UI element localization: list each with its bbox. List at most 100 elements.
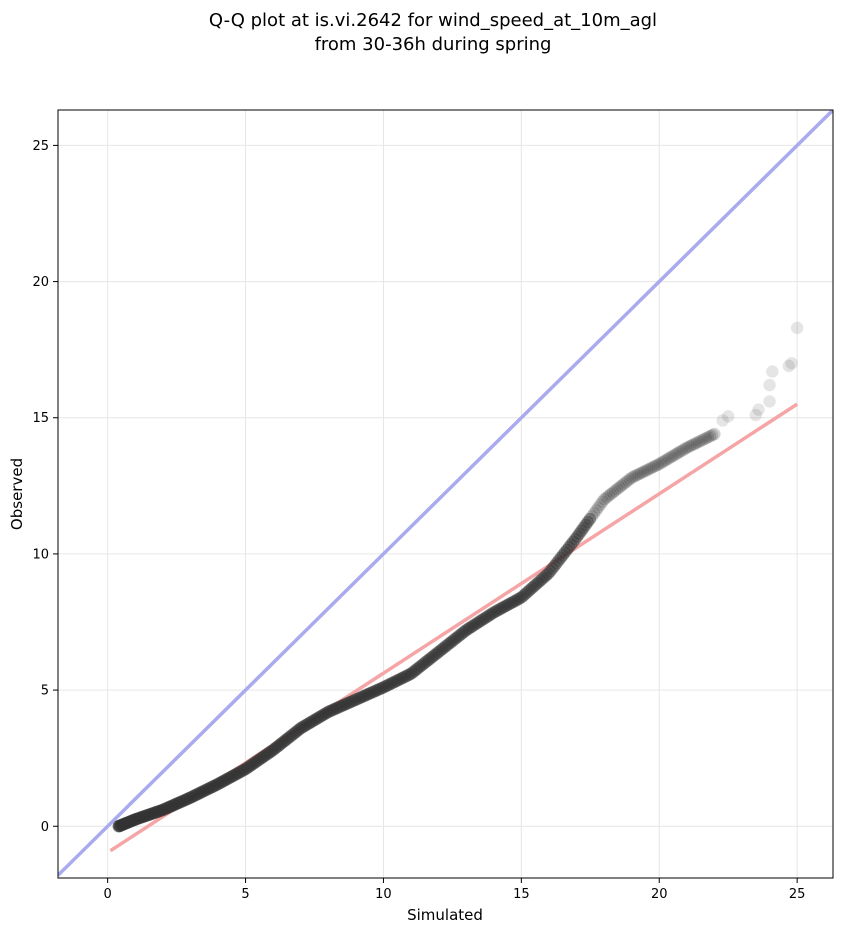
data-point	[509, 594, 522, 607]
data-point	[608, 484, 622, 497]
data-point	[367, 685, 380, 698]
data-point	[128, 813, 142, 826]
data-point	[360, 688, 373, 702]
data-point	[196, 785, 210, 798]
data-point	[459, 624, 472, 637]
data-point	[636, 465, 650, 479]
data-point	[544, 564, 557, 578]
data-point	[347, 694, 360, 707]
data-point	[615, 479, 628, 492]
data-point	[251, 754, 265, 767]
data-point	[207, 779, 220, 793]
data-point	[579, 518, 592, 532]
data-point	[195, 785, 208, 799]
x-axis-label: Simulated	[407, 906, 483, 924]
data-point	[602, 489, 615, 502]
data-point	[164, 800, 177, 813]
data-point	[422, 653, 435, 667]
data-point	[690, 436, 704, 449]
data-point	[226, 770, 239, 783]
data-point	[189, 788, 202, 802]
data-point	[365, 686, 379, 699]
data-point	[573, 527, 586, 540]
data-point	[340, 697, 353, 711]
data-point	[157, 803, 170, 816]
data-point	[137, 810, 151, 823]
chart-subtitle: from 30-36h during spring	[315, 34, 552, 55]
data-point	[171, 797, 184, 810]
data-point	[554, 551, 567, 565]
data-point	[443, 636, 457, 650]
data-point	[581, 515, 594, 529]
tail-point	[763, 395, 776, 408]
data-point	[369, 684, 382, 698]
data-point	[265, 745, 278, 758]
data-point	[600, 491, 613, 504]
data-point	[503, 597, 516, 611]
data-point	[253, 753, 266, 766]
data-point	[475, 614, 488, 627]
data-point	[331, 701, 344, 715]
data-point	[675, 444, 688, 457]
data-point	[144, 807, 158, 821]
data-point	[430, 647, 443, 660]
data-point	[375, 682, 388, 695]
data-point	[208, 779, 222, 792]
data-point	[604, 487, 618, 501]
data-point	[188, 789, 201, 802]
data-point	[363, 687, 377, 700]
data-point	[325, 704, 339, 717]
data-point	[329, 702, 342, 715]
y-tick-label: 25	[32, 139, 49, 154]
data-point	[552, 554, 565, 567]
data-point	[243, 759, 257, 773]
data-point	[123, 815, 136, 828]
data-point	[538, 570, 551, 584]
data-point	[354, 691, 368, 704]
data-point	[165, 799, 178, 813]
data-point	[511, 593, 524, 606]
data-point	[562, 541, 576, 554]
data-point	[172, 796, 185, 810]
data-point	[495, 602, 508, 615]
data-point	[697, 433, 710, 446]
data-point	[638, 464, 652, 478]
data-point	[169, 797, 183, 811]
data-point	[505, 596, 518, 609]
data-point	[193, 786, 207, 800]
data-point	[135, 811, 148, 824]
tail-point	[763, 378, 776, 392]
data-point	[270, 741, 283, 754]
data-point	[527, 580, 541, 593]
data-point	[268, 742, 281, 756]
data-point	[119, 817, 133, 830]
data-point	[613, 481, 626, 494]
data-point	[577, 521, 590, 535]
data-point	[227, 769, 240, 782]
data-point	[134, 811, 147, 824]
data-point	[124, 815, 137, 828]
data-point	[548, 559, 561, 573]
data-point	[332, 700, 346, 714]
data-point	[424, 652, 437, 665]
data-point	[299, 719, 312, 732]
data-point	[529, 578, 543, 591]
y-tick-label: 15	[32, 411, 49, 426]
data-point	[133, 811, 146, 825]
data-point	[138, 809, 152, 823]
data-point	[515, 590, 528, 604]
data-point	[611, 482, 624, 496]
data-point	[334, 700, 348, 713]
x-tick-label: 0	[104, 887, 112, 902]
data-point	[688, 437, 701, 451]
chart-title: Q-Q plot at is.vi.2642 for wind_speed_at…	[209, 10, 657, 31]
identity-line	[58, 110, 833, 877]
data-point	[278, 734, 291, 748]
data-point	[222, 771, 236, 785]
data-point	[447, 633, 461, 647]
data-point	[384, 677, 397, 691]
data-point	[276, 735, 290, 749]
data-point	[304, 716, 317, 729]
data-point	[668, 448, 682, 461]
data-point	[345, 695, 358, 708]
